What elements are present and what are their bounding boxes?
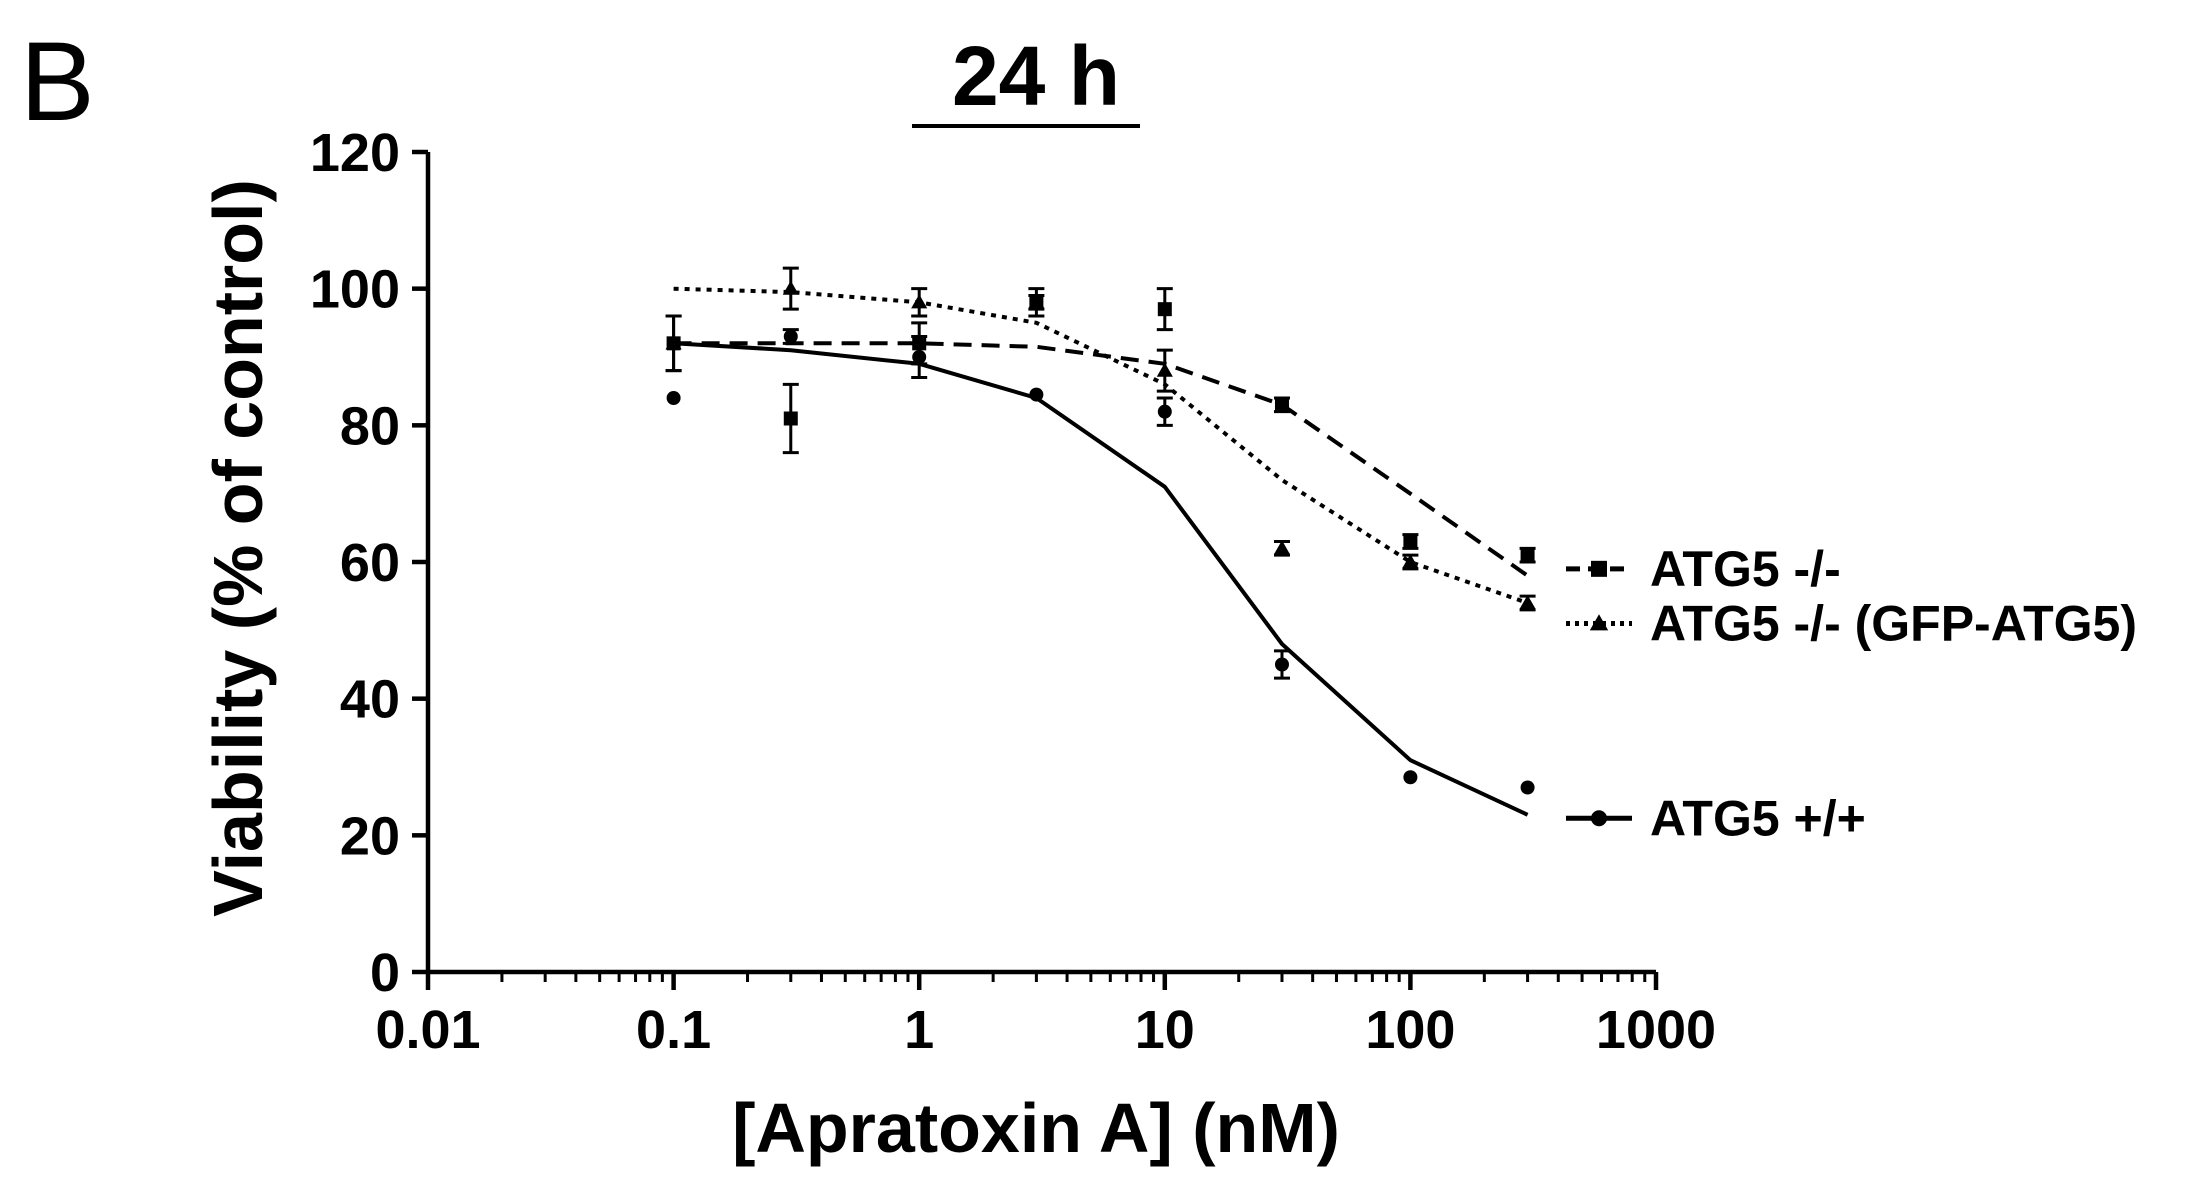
data-point-1 (665, 335, 682, 350)
data-point-0 (1403, 534, 1418, 549)
legend-marker-1 (1589, 614, 1609, 631)
legend-marker-2 (1591, 810, 1607, 827)
data-point-1 (911, 294, 928, 309)
x-axis-label: [Apratoxin A] (nM) (732, 1089, 1340, 1167)
data-point-1 (1156, 362, 1173, 377)
fit-curves (673, 286, 1529, 817)
data-point-2 (1157, 404, 1172, 419)
legend-marker-0 (1591, 560, 1607, 577)
data-point-0 (1520, 548, 1535, 563)
data-point-1 (1402, 553, 1419, 569)
data-point-2 (783, 329, 798, 344)
legend-label-1: ATG5 -/- (GFP-ATG5) (1650, 596, 2137, 652)
data-point-2 (912, 350, 927, 364)
data-point-1 (1273, 540, 1291, 555)
axes: 0 20 40 60 80 100 120 0.01 0.1 1 10 100 1000 (310, 123, 1716, 1060)
data-point-2 (1520, 780, 1535, 795)
legend-label-2: ATG5 +/+ (1650, 790, 1866, 846)
data-point-2 (666, 391, 681, 405)
legend: ATG5 -/-ATG5 -/- (GFP-ATG5) ATG5 +/+ (1566, 541, 2137, 846)
x-tick-label: 100 (1365, 1000, 1455, 1060)
y-axis-label: Viability (% of control) (199, 179, 277, 917)
x-tick-label: 10 (1135, 1000, 1195, 1060)
x-tick-label: 1000 (1596, 1000, 1716, 1060)
data-point-2 (1029, 387, 1044, 402)
chart-title: 24 h (952, 29, 1120, 123)
data-point-0 (1274, 397, 1289, 412)
fit-curve-2 (673, 341, 1529, 817)
x-tick-label: 0.1 (636, 1000, 711, 1060)
data-points (665, 266, 1536, 795)
data-point-1 (1519, 594, 1536, 610)
data-point-0 (783, 411, 798, 426)
x-tick-label: 0.01 (375, 1000, 480, 1060)
data-point-1 (782, 280, 799, 295)
data-point-1 (1028, 294, 1045, 309)
y-tick-label: 120 (310, 123, 400, 183)
y-tick-label: 60 (340, 533, 400, 593)
y-tick-label: 40 (340, 670, 400, 730)
data-point-0 (1157, 302, 1172, 317)
fit-curve-0 (673, 341, 1529, 578)
y-tick-label: 0 (370, 943, 400, 1003)
fit-curve-1 (673, 286, 1529, 605)
data-point-2 (1403, 770, 1418, 785)
data-point-2 (1274, 657, 1289, 672)
y-tick-label: 80 (340, 396, 400, 456)
y-tick-label: 20 (340, 806, 400, 866)
legend-label-0: ATG5 -/- (1650, 541, 1841, 597)
y-tick-label: 100 (310, 260, 400, 320)
x-tick-label: 1 (904, 1000, 934, 1060)
panel-label: B (20, 19, 95, 144)
